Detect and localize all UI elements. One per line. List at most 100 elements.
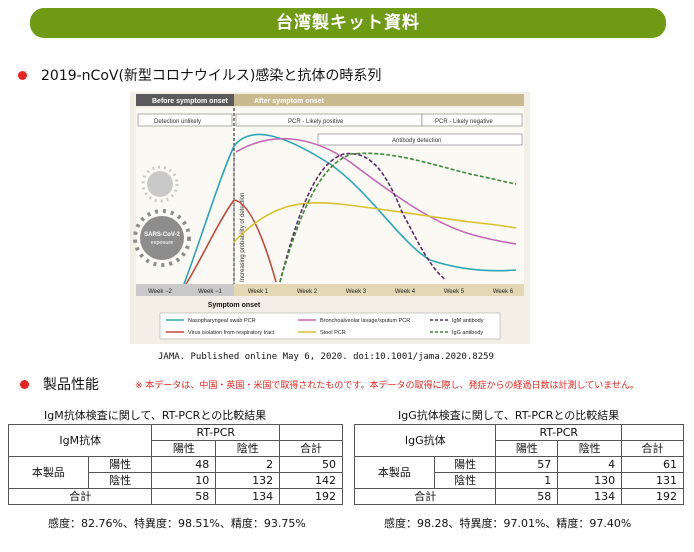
table-cell: 192 bbox=[279, 488, 343, 505]
section-heading-timeline: 2019-nCoV(新型コロナウイルス)感染と抗体の時系列 bbox=[18, 65, 381, 85]
before-label: Before symptom onset bbox=[152, 98, 229, 105]
x-tick-label: Week −1 bbox=[198, 289, 222, 295]
empty-cell bbox=[279, 424, 343, 441]
ref-header: RT-PCR bbox=[495, 424, 623, 441]
bullet-icon bbox=[20, 379, 29, 389]
legend-label: Bronchoalveolar lavage/sputum PCR bbox=[320, 318, 410, 324]
y-axis-label: Increasing probability of detection bbox=[240, 193, 246, 282]
pcr-positive-label: PCR - Likely positive bbox=[288, 119, 344, 125]
pcr-negative-label: PCR - Likely negative bbox=[435, 119, 493, 125]
row-label: 陽性 bbox=[87, 456, 153, 473]
legend-label: Virus isolation from respiratory tract bbox=[188, 330, 275, 336]
igg-comparison-table: IgG抗体 RT-PCR 陽性 陰性 合計 本製品 陽性 57 4 61 陰性 … bbox=[353, 424, 684, 505]
row-label: 陰性 bbox=[87, 472, 153, 489]
x-tick-label: Week 3 bbox=[346, 289, 367, 295]
table-cell: 132 bbox=[215, 472, 281, 489]
section-heading-performance: 製品性能 bbox=[20, 374, 99, 394]
table-cell: 10 bbox=[151, 472, 217, 489]
curve-igg bbox=[279, 152, 517, 283]
before-header-bar bbox=[136, 94, 234, 106]
table-cell: 134 bbox=[557, 488, 623, 505]
table-cell: 134 bbox=[215, 488, 281, 505]
detection-unlikely-label: Detection unlikely bbox=[154, 119, 201, 125]
table-cell: 1 bbox=[495, 472, 559, 489]
curve-virus-isolation bbox=[185, 199, 277, 285]
row-group-label: 本製品 bbox=[8, 456, 89, 489]
table-cell: 57 bbox=[495, 456, 559, 473]
citation: JAMA. Published online May 6, 2020. doi:… bbox=[158, 352, 494, 362]
igg-table-caption: IgG抗体検査に関して、RT-PCRとの比較結果 bbox=[398, 409, 620, 422]
detection-unlikely-box bbox=[137, 113, 233, 127]
virus-label: SARS-CoV-2 bbox=[144, 232, 180, 238]
legend-box bbox=[159, 312, 501, 340]
table-row-total: 合計 58 134 192 bbox=[7, 488, 343, 505]
table-cell: 192 bbox=[621, 488, 684, 505]
row-label: 陽性 bbox=[433, 456, 497, 473]
x-tick-labels: Week −2 Week −1 Week 1 Week 2 Week 3 Wee… bbox=[148, 289, 514, 295]
legend-label: Nasopharyngeal swab PCR bbox=[188, 318, 256, 324]
curve-bal-sputum-pcr bbox=[235, 137, 517, 245]
total-label: 合計 bbox=[353, 488, 497, 505]
table-cell: 50 bbox=[279, 456, 343, 473]
bullet-icon bbox=[18, 70, 27, 80]
antibody-detection-label: Antibody detection bbox=[392, 138, 441, 144]
x-tick-label: Week 6 bbox=[493, 289, 514, 295]
table-cell: 61 bbox=[621, 456, 684, 473]
legend-label: Stool PCR bbox=[320, 330, 346, 336]
table-cell: 131 bbox=[621, 472, 684, 489]
virus-illustration-large bbox=[133, 209, 191, 267]
row-group-label: 本製品 bbox=[354, 456, 435, 489]
curve-igm bbox=[279, 152, 447, 283]
row-label: 陰性 bbox=[433, 472, 497, 489]
x-tick-label: Week 2 bbox=[297, 289, 318, 295]
col-header: 合計 bbox=[279, 440, 343, 457]
table-cell: 4 bbox=[557, 456, 623, 473]
col-header: 陽性 bbox=[495, 440, 559, 457]
x-tick-label: Week −2 bbox=[148, 289, 172, 295]
table-cell: 130 bbox=[557, 472, 623, 489]
table-row: 本製品 陽性 57 4 61 bbox=[354, 456, 684, 489]
x-tick-label: Week 1 bbox=[248, 289, 269, 295]
title-banner: 台湾製キット資料 bbox=[30, 8, 666, 38]
ref-header: RT-PCR bbox=[151, 424, 281, 441]
timeline-chart: Before symptom onset After symptom onset… bbox=[133, 94, 524, 340]
tick-band-before bbox=[136, 284, 234, 296]
col-header: 合計 bbox=[621, 440, 684, 457]
table-cell: 58 bbox=[495, 488, 559, 505]
banner-title: 台湾製キット資料 bbox=[276, 13, 420, 33]
table-row-total: 合計 58 134 192 bbox=[353, 488, 684, 505]
col-header: 陰性 bbox=[215, 440, 281, 457]
virus-illustration-small bbox=[141, 165, 179, 203]
section-heading-text: 製品性能 bbox=[43, 377, 99, 393]
after-header-bar bbox=[234, 94, 524, 106]
legend-label: IgG antibody bbox=[452, 330, 483, 336]
table-cell: 48 bbox=[151, 456, 217, 473]
table-corner: IgG抗体 bbox=[353, 424, 497, 457]
table-cell: 142 bbox=[279, 472, 343, 489]
igm-table-caption: IgM抗体検査に関して、RT-PCRとの比較結果 bbox=[44, 409, 267, 422]
legend: Nasopharyngeal swab PCR Virus isolation … bbox=[166, 318, 484, 336]
empty-cell bbox=[621, 424, 684, 441]
pcr-negative-box bbox=[421, 113, 523, 127]
table-row: 本製品 陽性 48 2 50 bbox=[8, 456, 343, 489]
section-heading-text: 2019-nCoV(新型コロナウイルス)感染と抗体の時系列 bbox=[41, 68, 382, 84]
total-label: 合計 bbox=[7, 488, 153, 505]
curve-nasopharyngeal-pcr bbox=[183, 133, 517, 285]
legend-label: IgM antibody bbox=[452, 318, 484, 324]
col-header: 陰性 bbox=[557, 440, 623, 457]
x-tick-label: Week 5 bbox=[444, 289, 465, 295]
curve-stool-pcr bbox=[233, 201, 517, 243]
table-cell: 58 bbox=[151, 488, 217, 505]
igm-metrics: 感度：82.76%、特異度：98.51%、精度：93.75% bbox=[48, 517, 306, 530]
col-header: 陽性 bbox=[151, 440, 217, 457]
table-corner: IgM抗体 bbox=[7, 424, 153, 457]
x-axis-title: Symptom onset bbox=[208, 302, 261, 309]
igm-comparison-table: IgM抗体 RT-PCR 陽性 陰性 合計 本製品 陽性 48 2 50 陰性 … bbox=[7, 424, 343, 505]
table-cell: 2 bbox=[215, 456, 281, 473]
tick-band-after bbox=[234, 284, 524, 296]
x-tick-label: Week 4 bbox=[395, 289, 416, 295]
antibody-detection-box bbox=[317, 133, 523, 146]
antibody-timeline-figure: Before symptom onset After symptom onset… bbox=[130, 92, 530, 344]
igg-metrics: 感度：98.28、特異度：97.01%、精度：97.40% bbox=[384, 517, 632, 530]
after-label: After symptom onset bbox=[254, 98, 325, 105]
